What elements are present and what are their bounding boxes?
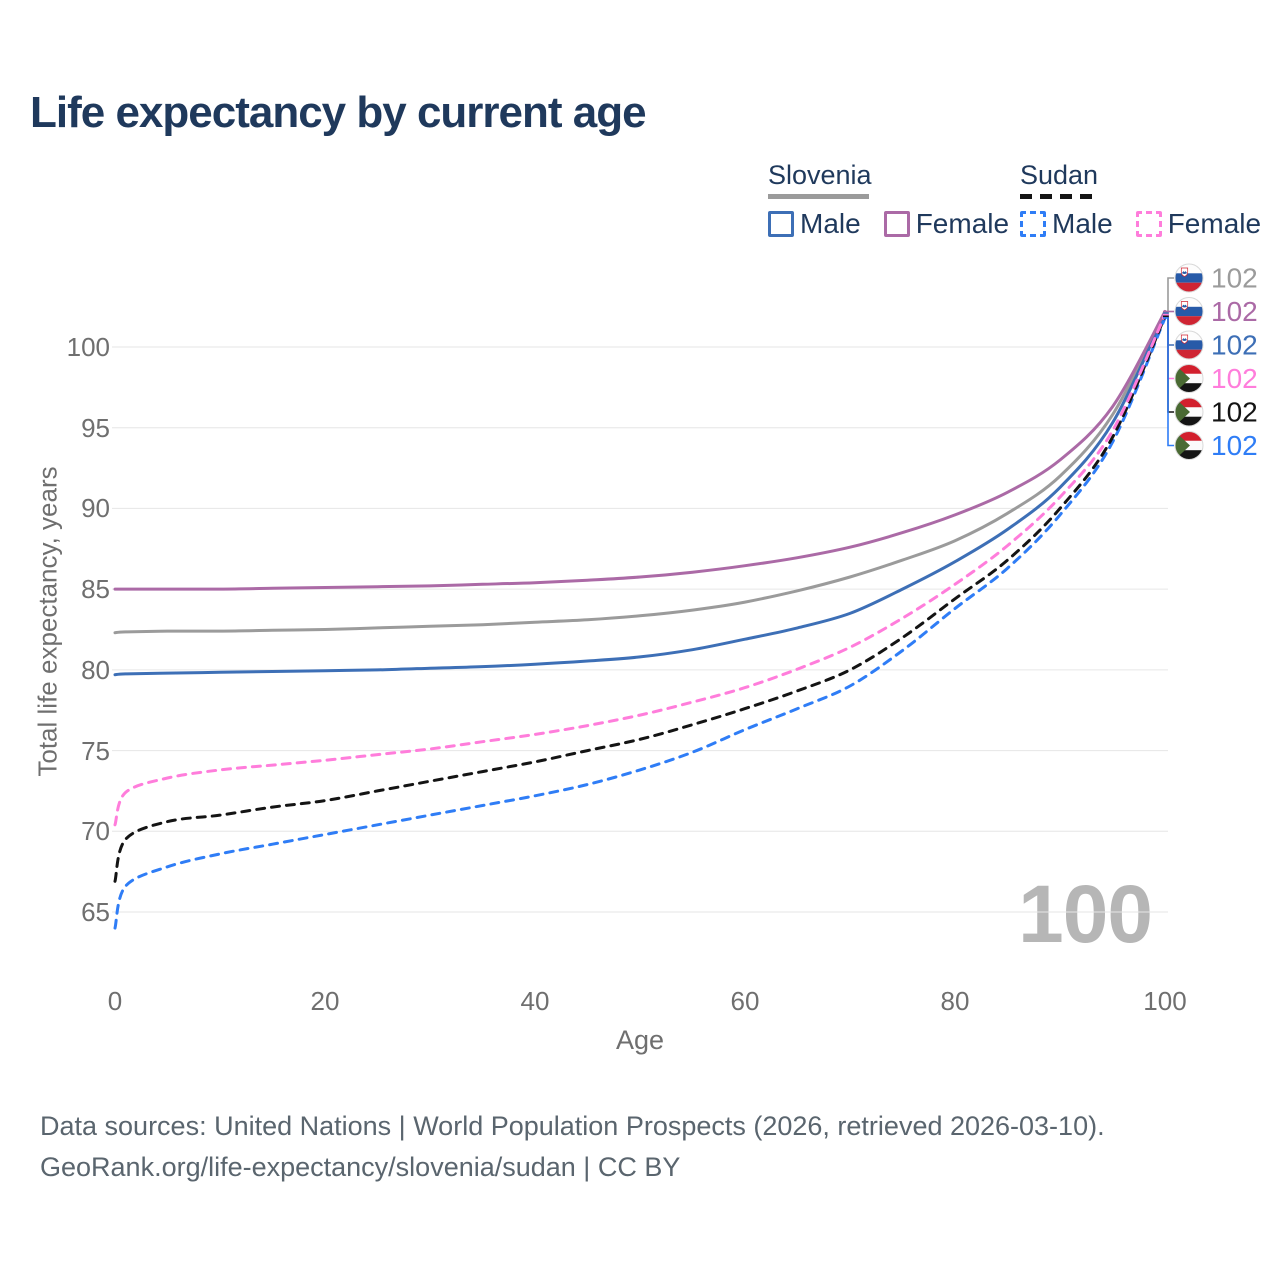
end-value-label-slovenia-all: 102 [1211,263,1258,294]
page-title: Life expectancy by current age [30,88,647,137]
legend-label-slovenia-male: Male [800,208,861,239]
y-tick-80: 80 [81,655,110,685]
legend-country-sudan[interactable]: Sudan [1020,160,1099,190]
sudan-flag-icon [1175,398,1203,426]
leader-line-slovenia-all [1163,277,1174,314]
flag-ring [1174,364,1204,393]
sudan-male-swatch [1020,211,1046,237]
leader-line-sudan-female [1163,313,1174,380]
y-tick-90: 90 [81,493,110,523]
leader-line-sudan-all [1163,315,1174,413]
legend-item-slovenia-male[interactable]: Male [768,208,861,240]
x-tick-60: 60 [730,986,760,1016]
series-line-slovenia-male[interactable] [113,311,1167,677]
legend-group-sudan: Sudan Male Female [1020,160,1261,240]
slovenia-flag-icon [1175,264,1203,292]
legend-label-sudan-male: Male [1052,208,1113,239]
series-line-sudan-male[interactable] [113,316,1167,930]
slovenia-male-swatch [768,211,794,237]
sudan-flag-icon [1175,364,1203,393]
sudan-female-swatch [1135,211,1162,237]
end-value-label-slovenia-male: 102 [1211,330,1258,361]
legend-country-slovenia[interactable]: Slovenia [768,160,872,190]
data-source-note: Data sources: United Nations | World Pop… [40,1111,1105,1141]
legend-label-slovenia-female: Female [915,208,1010,239]
slovenia-flag-icon [1175,297,1203,326]
flag-ring [1174,330,1204,360]
sudan-flag-icon [1175,431,1203,460]
sudan-line-style-swatch [1020,194,1092,199]
footer: Data sources: United Nations | World Pop… [40,1106,1105,1188]
attribution-link[interactable]: GeoRank.org/life-expectancy/slovenia/sud… [40,1152,681,1182]
y-tick-65: 65 [81,897,110,927]
legend-label-sudan-female: Female [1167,208,1262,239]
legend-item-sudan-male[interactable]: Male [1020,208,1113,240]
y-tick-85: 85 [81,574,110,604]
x-axis-title: Age [615,1025,665,1055]
end-value-label-sudan-all: 102 [1211,397,1258,428]
flag-ring [1174,263,1204,293]
series-line-slovenia-all[interactable] [113,310,1167,635]
age-ticker: 100 [1018,869,1153,960]
slovenia-line-style-swatch [768,194,869,199]
end-value-label-sudan-male: 102 [1211,430,1258,461]
leader-line-sudan-male [1163,317,1174,447]
slovenia-flag-icon [1175,331,1203,359]
slovenia-female-swatch [883,211,910,237]
end-value-label-sudan-female: 102 [1211,363,1258,394]
flag-ring [1174,431,1204,460]
legend-item-slovenia-female[interactable]: Female [883,208,1010,240]
y-tick-75: 75 [81,736,110,766]
series-line-slovenia-female[interactable] [113,310,1167,591]
x-tick-40: 40 [520,986,550,1016]
legend-item-sudan-female[interactable]: Female [1135,208,1262,240]
x-tick-0: 0 [107,986,123,1016]
y-tick-95: 95 [81,413,110,443]
y-tick-100: 100 [66,332,110,362]
x-tick-20: 20 [310,986,340,1016]
series-line-sudan-female[interactable] [113,313,1167,827]
flag-ring [1174,297,1204,326]
flag-ring [1174,397,1204,427]
end-value-label-slovenia-female: 102 [1211,296,1258,327]
x-tick-100: 100 [1143,986,1187,1016]
series-line-sudan-all[interactable] [113,314,1167,883]
x-tick-80: 80 [940,986,970,1016]
legend-group-slovenia: Slovenia Male Female [768,160,1009,240]
y-tick-70: 70 [81,816,110,846]
